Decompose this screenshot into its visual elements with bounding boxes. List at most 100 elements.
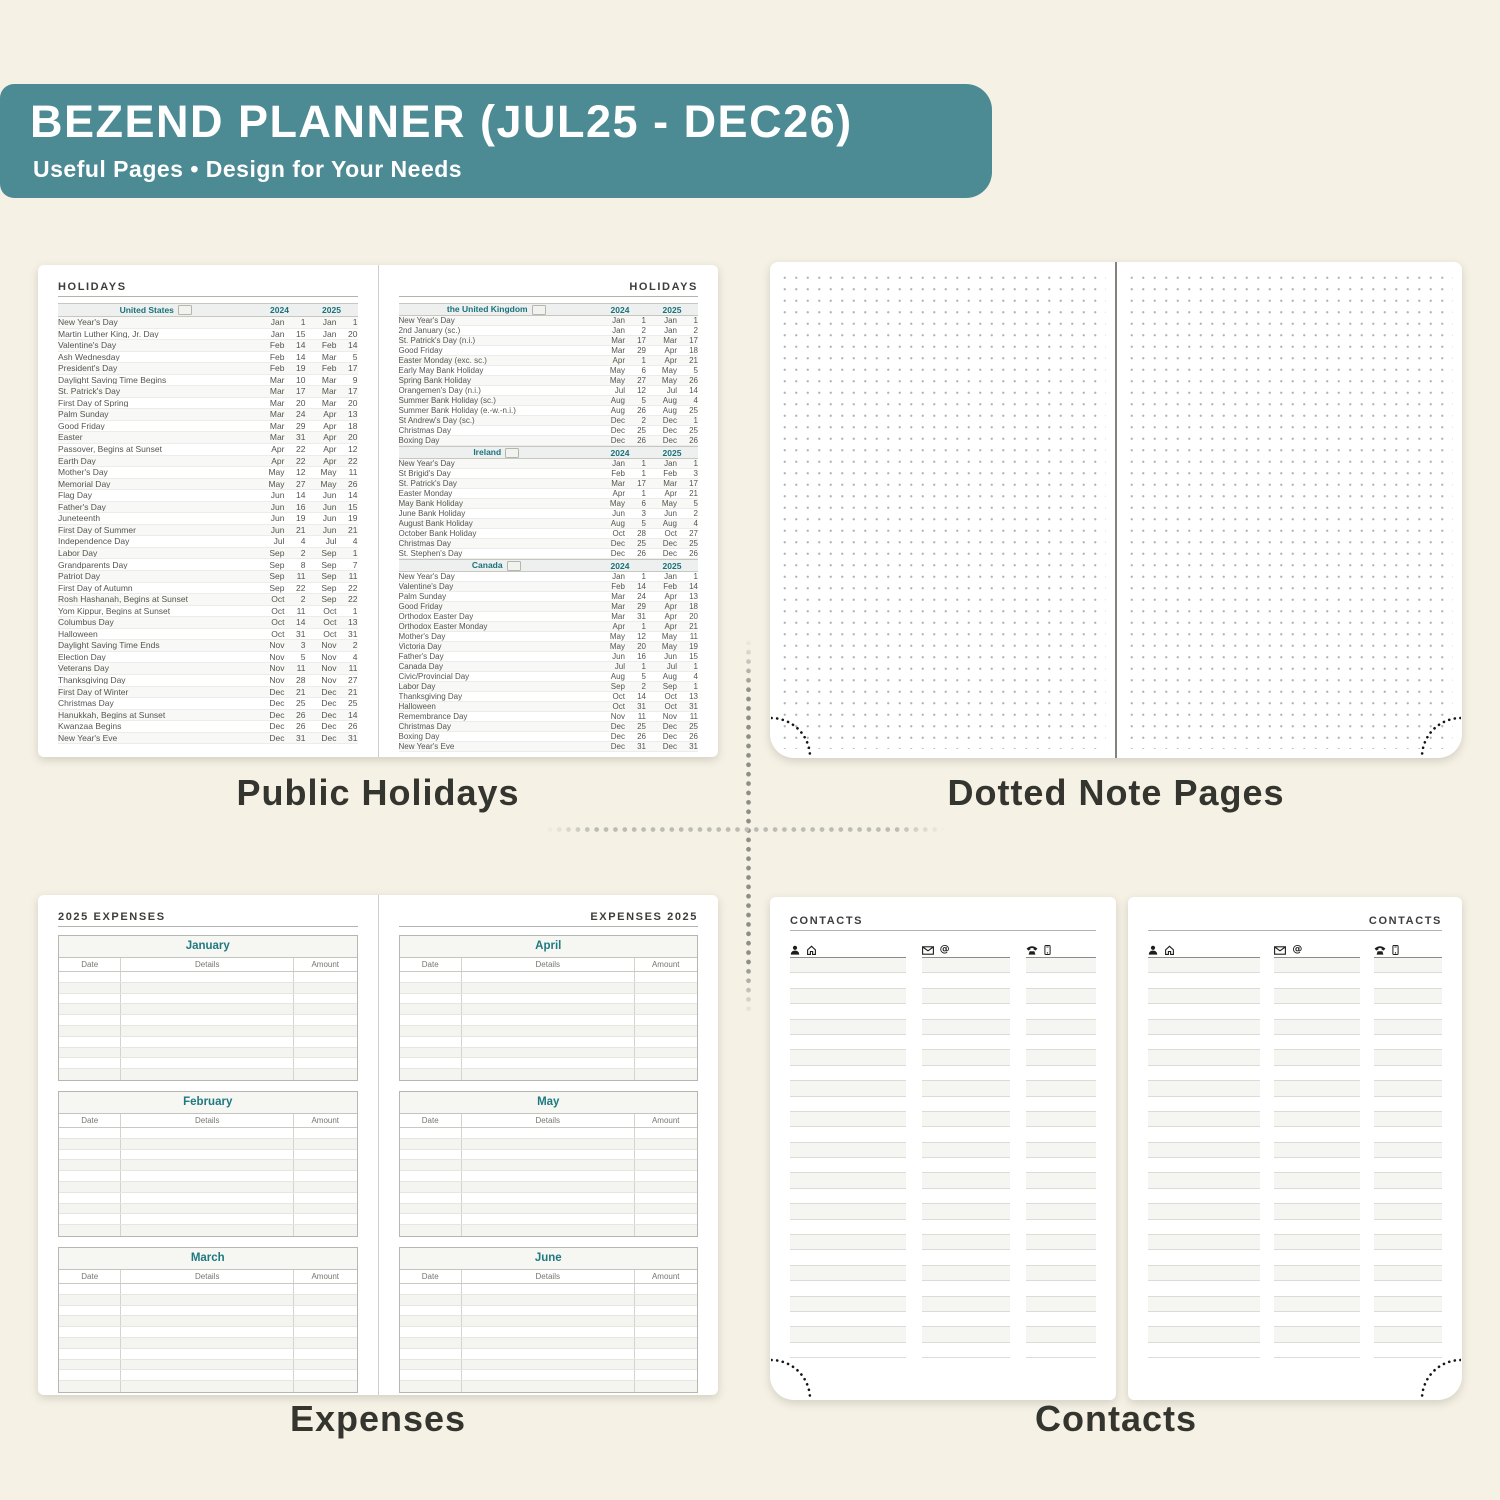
contact-line	[921, 1050, 1011, 1066]
holiday-name: Easter Monday (exc. sc.)	[398, 356, 487, 365]
holiday-2025-date: Jan 1	[306, 318, 358, 327]
holiday-row: Patriot Day Sep 11 Sep 11	[58, 571, 358, 583]
expense-column-header: Amount	[651, 960, 680, 969]
expense-column-header: Amount	[311, 960, 340, 969]
month-cell: Apr	[323, 409, 337, 420]
contacts-column	[1374, 940, 1442, 1359]
holiday-name: Good Friday	[398, 602, 443, 611]
expense-cell	[400, 1327, 462, 1337]
holiday-2025-date: Jun 15	[306, 503, 358, 512]
holiday-2025-date: Jun 15	[646, 652, 698, 661]
expense-cell	[400, 1203, 462, 1214]
holiday-row: St. Patrick's Day (n.i.) Mar 17 Mar 17	[398, 335, 698, 346]
day-cell: 11	[296, 571, 306, 582]
expense-cell	[59, 982, 122, 993]
expense-cell	[462, 1283, 635, 1294]
contact-line	[1274, 988, 1360, 1005]
holiday-2024-date: Dec 26	[594, 732, 646, 741]
expense-row	[59, 1214, 357, 1226]
holiday-2025-date: Oct 13	[646, 692, 698, 701]
at-icon: @	[1292, 944, 1303, 955]
holiday-2025-date: Oct 31	[306, 630, 357, 639]
expense-cell	[121, 1192, 295, 1203]
day-cell: 2	[641, 681, 646, 691]
month-cell: Jun	[322, 524, 337, 535]
month-cell: Jul	[666, 385, 677, 395]
expense-cell	[59, 1127, 122, 1138]
holiday-2024-date: Feb 14	[254, 341, 306, 350]
day-cell: 5	[300, 651, 306, 662]
contacts-column: @	[921, 940, 1011, 1359]
expense-row	[399, 1004, 697, 1016]
expense-cell	[294, 1360, 356, 1370]
expense-cell	[462, 1047, 635, 1058]
holiday-2025-date: Jan 1	[646, 316, 698, 325]
expense-cell	[400, 1214, 462, 1225]
expense-row	[399, 1160, 697, 1172]
expense-cell	[400, 982, 462, 993]
month-cell: Oct	[323, 605, 337, 616]
contact-line	[921, 1250, 1011, 1266]
contact-line	[1025, 1142, 1096, 1159]
expense-cell	[635, 1182, 697, 1192]
expense-table-header: Date Details Amount	[59, 1113, 357, 1128]
day-cell: 24	[296, 409, 306, 420]
holidays-table-united-states: United States 2024 2025 New Year's Day Jan 1 J…	[58, 303, 358, 745]
month-cell: Jul	[614, 661, 625, 671]
expense-column-header: Details	[121, 958, 295, 971]
holiday-name: Palm Sunday	[398, 592, 447, 601]
holiday-2025-date: Dec 25	[646, 722, 698, 731]
contact-line	[1274, 973, 1360, 989]
holiday-name: Palm Sunday	[58, 410, 109, 419]
contact-line	[1025, 1343, 1096, 1359]
expense-cell	[462, 1015, 635, 1025]
expense-column-header: Details	[462, 958, 635, 971]
day-cell: 22	[348, 455, 358, 466]
expense-cell	[121, 1181, 295, 1192]
contact-line	[1274, 1127, 1360, 1143]
day-cell: 22	[296, 582, 306, 593]
expense-cell	[400, 1370, 462, 1381]
month-cell: Mar	[611, 335, 625, 345]
holiday-name: New Year's Day	[398, 316, 455, 325]
holiday-2024-date: Aug 26	[594, 406, 646, 415]
holiday-name: Boxing Day	[398, 436, 440, 445]
month-cell: Sep	[321, 559, 337, 570]
contact-line	[1025, 988, 1096, 1005]
holiday-2024-date: Mar 20	[254, 399, 306, 408]
month-cell: Apr	[664, 488, 677, 498]
expense-cell	[400, 1047, 462, 1058]
contact-line	[1374, 1250, 1442, 1266]
contact-line	[1274, 1281, 1360, 1297]
holiday-2024-date: Feb 14	[254, 353, 306, 362]
holiday-2024-date: Aug 5	[594, 672, 646, 681]
holiday-2025-date: Dec 1	[646, 416, 698, 425]
holiday-2025-date: Sep 1	[306, 547, 358, 558]
contact-line	[1025, 1204, 1096, 1220]
expense-cell	[400, 1192, 462, 1203]
holiday-name: Daylight Saving Time Ends	[58, 641, 160, 650]
holiday-2024-date: Oct 31	[254, 630, 305, 639]
day-cell: 25	[296, 698, 306, 709]
month-cell: Jun	[612, 508, 625, 518]
expense-cell	[59, 1004, 122, 1015]
expense-cell	[59, 1036, 122, 1047]
day-cell: 1	[352, 547, 358, 558]
month-cell: Jul	[325, 536, 337, 547]
expense-cell	[400, 993, 462, 1004]
holiday-row: Boxing Day Dec 26 Dec 26	[398, 732, 698, 742]
holiday-row: 2nd January (sc.) Jan 2 Jan 2	[398, 326, 698, 336]
expense-cell	[59, 1069, 122, 1080]
contacts-column	[1148, 940, 1260, 1359]
month-cell: Jun	[612, 651, 625, 661]
caption-expenses: Expenses	[289, 1398, 467, 1439]
month-cell: Jan	[612, 571, 625, 581]
expense-month-title: April	[399, 936, 697, 958]
contact-line	[1025, 1220, 1096, 1236]
contact-line	[790, 1173, 907, 1189]
contact-line	[1148, 1142, 1260, 1159]
expense-cell	[294, 1058, 356, 1068]
month-cell: Dec	[269, 721, 285, 732]
month-cell: May	[268, 478, 285, 489]
holiday-row: Summer Bank Holiday (sc.) Aug 5 Aug 4	[398, 396, 698, 406]
